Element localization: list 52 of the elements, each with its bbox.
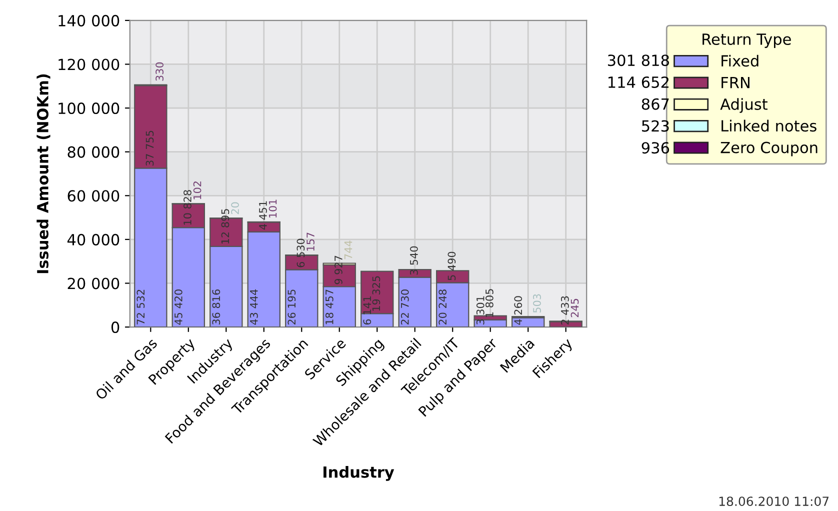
data-label: 102 bbox=[193, 182, 202, 200]
data-label: 6 141 bbox=[363, 296, 372, 325]
y-tick-label: 20 000 bbox=[68, 278, 120, 290]
data-label: 10 828 bbox=[184, 190, 192, 225]
data-label: 36 816 bbox=[212, 289, 220, 324]
data-label: 4 260 bbox=[514, 296, 522, 325]
data-label: 503 bbox=[533, 294, 541, 313]
data-label: 19 325 bbox=[372, 276, 380, 311]
text: 523 bbox=[642, 120, 669, 132]
data-label: 1 805 bbox=[485, 289, 494, 317]
legend-title: Return Type bbox=[702, 34, 791, 48]
y-tick-label: 40 000 bbox=[67, 234, 120, 246]
y-tick-label: 120 000 bbox=[58, 58, 120, 70]
data-label: 101 bbox=[268, 200, 277, 218]
data-label: 18 457 bbox=[325, 290, 334, 324]
data-label: 2 433 bbox=[560, 296, 569, 325]
y-tick-label: 80 000 bbox=[68, 146, 120, 158]
data-label: 22 730 bbox=[400, 290, 409, 325]
data-label: 20 248 bbox=[438, 290, 447, 325]
data-label: 12 895 bbox=[221, 209, 230, 244]
legend-label: Linked notes bbox=[722, 120, 816, 132]
data-label: 744 bbox=[344, 240, 352, 260]
y-axis-title: Issued Amount (NOKm) bbox=[36, 74, 50, 274]
data-label: 37 755 bbox=[146, 130, 154, 166]
y-tick-label: 140 000 bbox=[58, 14, 120, 26]
y-tick-label: 100 000 bbox=[58, 102, 120, 114]
legend-label: Zero Coupon bbox=[720, 142, 818, 156]
y-tick-label: 0 bbox=[111, 322, 120, 334]
data-label: 9 927 bbox=[334, 256, 342, 284]
x-axis-title: Industry bbox=[324, 466, 394, 481]
data-label: 20 bbox=[231, 202, 239, 214]
y-tick-label: 60 000 bbox=[68, 190, 120, 202]
legend-label: Adjust bbox=[720, 98, 768, 113]
text: 867 bbox=[642, 98, 669, 110]
data-label: 26 195 bbox=[288, 290, 296, 325]
data-label: 245 bbox=[570, 298, 579, 318]
data-label: 72 532 bbox=[136, 290, 145, 324]
text: 936 bbox=[642, 142, 670, 154]
text: 18.06.2010 11:07 bbox=[719, 496, 829, 506]
data-label: 43 444 bbox=[250, 289, 258, 325]
data-label: 6 530 bbox=[296, 238, 305, 268]
data-label: 4 451 bbox=[259, 201, 267, 230]
text: 114 652 bbox=[608, 76, 668, 88]
data-label: 45 420 bbox=[174, 290, 182, 325]
data-label: 3 301 bbox=[476, 296, 484, 324]
legend-label: Fixed bbox=[722, 54, 758, 67]
legend-label: FRN bbox=[722, 76, 750, 88]
data-label: 3 540 bbox=[410, 246, 418, 275]
data-label: 157 bbox=[306, 232, 314, 251]
data-label: 5 490 bbox=[448, 252, 456, 280]
text: 301 818 bbox=[608, 54, 669, 66]
data-label: 330 bbox=[156, 62, 164, 81]
